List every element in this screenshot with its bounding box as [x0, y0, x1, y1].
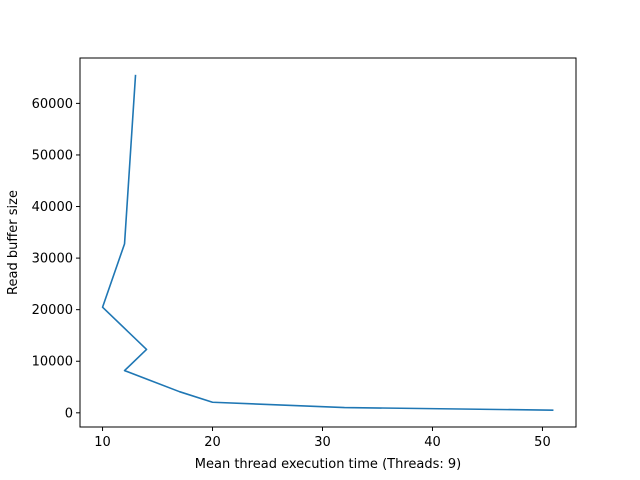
x-axis-label: Mean thread execution time (Threads: 9) [195, 457, 461, 472]
y-tick-label: 0 [65, 406, 73, 421]
y-tick-label: 60000 [32, 97, 73, 112]
y-axis-label: Read buffer size [6, 190, 21, 295]
plot-area [101, 74, 554, 411]
x-tick-label: 30 [314, 435, 331, 450]
y-tick-label: 10000 [32, 355, 73, 370]
x-tick-label: 20 [204, 435, 221, 450]
y-tick-label: 50000 [32, 148, 73, 163]
y-tick-label: 30000 [32, 252, 73, 267]
series-line-0 [101, 74, 554, 411]
y-tick-label: 20000 [32, 303, 73, 318]
x-tick-label: 50 [534, 435, 551, 450]
axes-frame [79, 57, 577, 428]
x-tick-label: 10 [94, 435, 111, 450]
y-axis-ticks: 0 10000 20000 30000 40000 50000 60000 [32, 97, 80, 421]
y-tick-label: 40000 [32, 200, 73, 215]
x-tick-label: 40 [424, 435, 441, 450]
x-axis-ticks: 10 20 30 40 50 [94, 427, 551, 450]
